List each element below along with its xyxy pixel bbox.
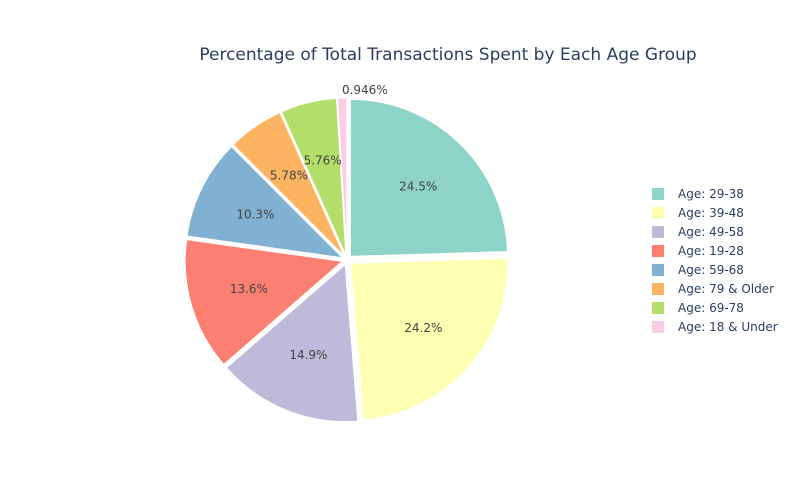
legend-item-age-39-48[interactable]: Age: 39-48 (652, 203, 778, 222)
legend-item-age-79-older[interactable]: Age: 79 & Older (652, 279, 778, 298)
legend-swatch (652, 244, 664, 257)
slice-value-label: 13.6% (230, 282, 268, 296)
legend-label: Age: 29-38 (678, 186, 744, 201)
pie-slice-age-59-68[interactable] (186, 145, 344, 259)
pie-slice-age-79-older[interactable] (232, 111, 345, 257)
legend-swatch (652, 187, 664, 200)
legend-label: Age: 18 & Under (678, 319, 778, 334)
legend-swatch (652, 301, 664, 314)
pie-slice-age-19-28[interactable] (184, 239, 344, 366)
legend-swatch (652, 282, 664, 295)
slice-value-label: 14.9% (289, 348, 327, 362)
legend-swatch (652, 206, 664, 219)
legend-swatch (652, 263, 664, 276)
slice-value-label: 24.5% (399, 180, 437, 194)
legend-item-age-19-28[interactable]: Age: 19-28 (652, 241, 778, 260)
legend-swatch (652, 225, 664, 238)
pie-slice-age-69-78[interactable] (280, 97, 347, 256)
legend-item-age-69-78[interactable]: Age: 69-78 (652, 298, 778, 317)
pie-slice-age-29-38[interactable] (349, 98, 508, 257)
slice-value-label: 10.3% (236, 207, 274, 221)
pie-slice-age-49-58[interactable] (225, 263, 359, 423)
slice-value-label: 0.946% (342, 83, 388, 97)
pie-slice-age-39-48[interactable] (350, 257, 509, 421)
chart-title: Percentage of Total Transactions Spent b… (199, 45, 697, 65)
pie-slice-age-18-under[interactable] (336, 97, 348, 256)
legend-item-age-49-58[interactable]: Age: 49-58 (652, 222, 778, 241)
legend-swatch (652, 320, 664, 333)
legend: Age: 29-38 Age: 39-48 Age: 49-58 Age: 19-28… (652, 184, 778, 336)
slice-value-label: 5.76% (304, 154, 342, 168)
legend-label: Age: 19-28 (678, 243, 744, 258)
slice-value-label: 24.2% (404, 321, 442, 335)
legend-label: Age: 39-48 (678, 205, 744, 220)
legend-label: Age: 49-58 (678, 224, 744, 239)
legend-label: Age: 79 & Older (678, 281, 775, 296)
slice-value-label: 5.78% (270, 169, 308, 183)
legend-label: Age: 69-78 (678, 300, 744, 315)
legend-item-age-59-68[interactable]: Age: 59-68 (652, 260, 778, 279)
legend-item-age-29-38[interactable]: Age: 29-38 (652, 184, 778, 203)
legend-label: Age: 59-68 (678, 262, 744, 277)
legend-item-age-18-under[interactable]: Age: 18 & Under (652, 317, 778, 336)
